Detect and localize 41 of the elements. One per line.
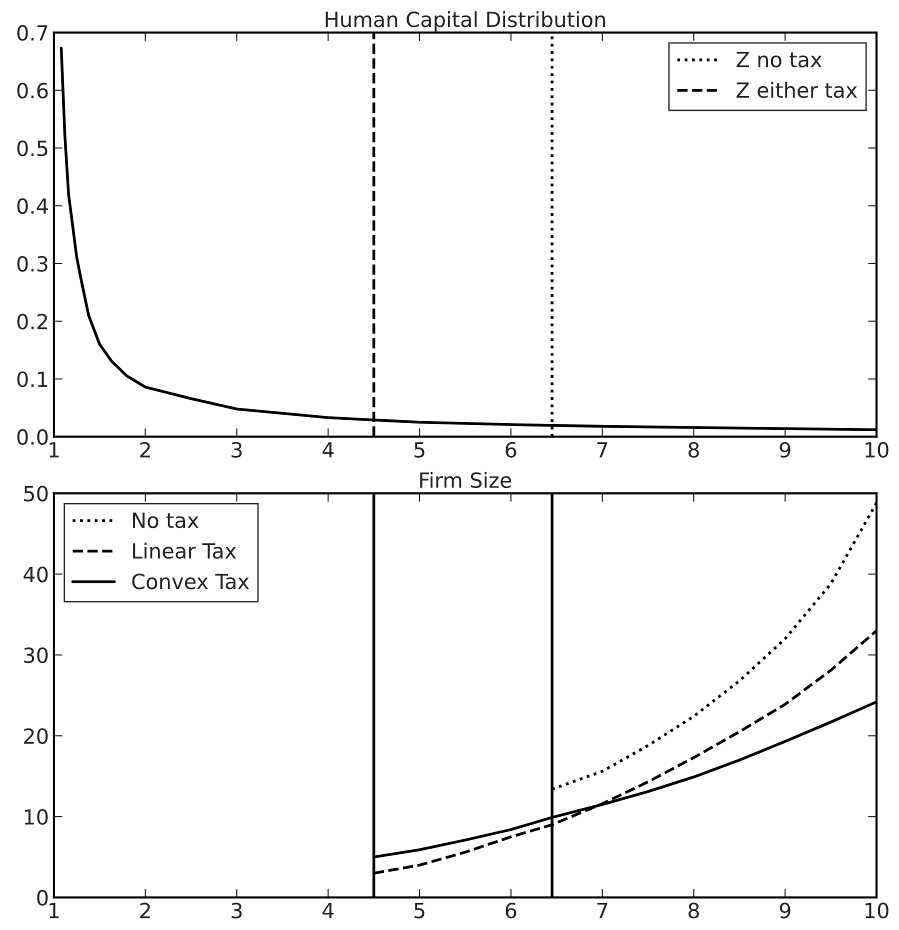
x-tick-label: 8 [688,902,699,918]
y-tick-label: 30 [24,647,48,664]
x-tick-label: 10 [866,442,888,458]
y-tick-label: 50 [24,486,48,502]
chart-title: Firm Size [420,472,512,488]
x-tick-label: 6 [506,442,516,458]
y-tick-label: 0.1 [17,371,48,388]
y-tick-label: 0 [37,890,48,906]
x-tick-label: 7 [597,442,608,458]
x-tick-label: 2 [140,442,150,458]
x-tick-label: 8 [688,442,699,458]
x-tick-label: 5 [414,442,424,458]
x-tick-label: 2 [140,902,150,918]
legend-label: Z no tax [736,52,822,68]
y-tick-label: 20 [24,728,48,744]
x-tick-label: 3 [232,442,242,458]
chart-title: Human Capital Distribution [326,11,605,32]
y-tick-label: 0.5 [17,140,48,156]
y-tick-label: 0.4 [17,198,48,214]
legend-label: Linear Tax [133,542,236,559]
x-tick-label: 5 [414,902,424,918]
x-tick-label: 10 [866,902,888,918]
legend-label: No tax [133,512,199,528]
y-tick-label: 0.0 [17,429,48,445]
x-tick-label: 6 [506,902,516,918]
y-tick-label: 0.2 [17,314,47,330]
x-tick-label: 4 [322,442,334,458]
x-tick-label: 1 [50,902,59,918]
y-tick-label: 0.6 [17,82,48,98]
x-tick-label: 9 [780,442,790,458]
legend-label: Z either tax [736,82,858,98]
y-tick-label: 40 [24,566,48,582]
y-tick-label: 0.3 [17,256,48,272]
y-tick-label: 0.7 [17,25,48,41]
x-tick-label: 1 [50,442,59,458]
x-tick-label: 3 [232,902,242,918]
legend-label: Convex Tax [132,574,249,590]
x-tick-label: 4 [322,902,334,918]
y-tick-label: 10 [24,809,48,825]
x-tick-label: 7 [597,902,608,918]
x-tick-label: 9 [780,902,790,918]
